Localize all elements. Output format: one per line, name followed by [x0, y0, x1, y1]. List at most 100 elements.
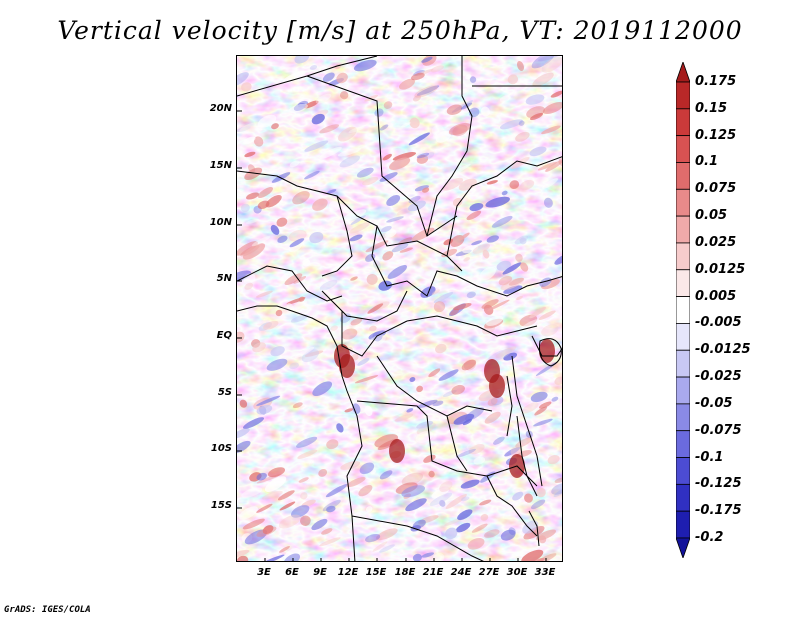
anomaly-patch	[276, 217, 288, 227]
anomaly-patch	[267, 467, 286, 478]
anomaly-patch	[399, 247, 413, 253]
anomaly-patch	[237, 171, 249, 180]
colorbar-bin	[676, 349, 690, 378]
anomaly-patch	[467, 537, 485, 550]
anomaly-patch	[242, 518, 265, 530]
anomaly-patch	[300, 515, 311, 526]
longitude-label: 18E	[394, 567, 416, 578]
anomaly-patch	[340, 91, 349, 100]
colorbar-label: -0.05	[695, 395, 733, 411]
anomaly-patch	[239, 399, 248, 408]
anomaly-patch	[318, 468, 328, 477]
strong-ascent-spot	[489, 374, 505, 398]
anomaly-patch	[502, 262, 522, 275]
anomaly-patch	[349, 222, 371, 234]
anomaly-patch	[370, 469, 377, 475]
colorbar-label: 0.025	[695, 234, 737, 250]
colorbar-bin	[676, 108, 690, 137]
anomaly-patch	[469, 203, 484, 212]
anomaly-patch	[423, 454, 436, 463]
anomaly-patch	[391, 243, 409, 253]
anomaly-patch	[315, 93, 332, 104]
anomaly-patch	[261, 490, 283, 500]
colorbar-label: -0.125	[695, 476, 742, 492]
anomaly-patch	[460, 496, 470, 502]
anomaly-patch	[457, 465, 470, 473]
anomaly-patch	[508, 277, 524, 286]
longitude-label: 9E	[313, 567, 327, 578]
border-line	[306, 75, 458, 237]
anomaly-patch	[348, 126, 365, 133]
anomaly-patch	[547, 455, 560, 465]
latitude-label: 20N	[209, 103, 232, 114]
anomaly-patch	[551, 396, 559, 402]
anomaly-patch	[256, 472, 267, 481]
colorbar-bin	[676, 403, 690, 432]
anomaly-patch	[304, 170, 320, 180]
grads-credit: GrADS: IGES/COLA	[4, 605, 91, 615]
anomaly-patch	[524, 558, 545, 561]
anomaly-patch	[241, 487, 263, 498]
border-line	[426, 56, 473, 237]
anomaly-patch	[416, 385, 423, 393]
colorbar-bin	[676, 269, 690, 297]
anomaly-patch	[439, 481, 453, 493]
anomaly-patch	[485, 196, 510, 208]
latitude-label: 15S	[210, 500, 232, 511]
anomaly-patch	[263, 320, 279, 330]
colorbar-bin	[676, 510, 690, 539]
anomaly-patch	[429, 492, 453, 506]
vertical-velocity-field	[237, 56, 562, 561]
anomaly-patch	[428, 470, 435, 478]
colorbar-bin	[676, 483, 690, 512]
longitude-label: 6E	[285, 567, 299, 578]
anomaly-patch	[244, 529, 268, 545]
anomaly-patch	[488, 348, 513, 362]
anomaly-patch	[312, 198, 328, 211]
field-texture	[237, 56, 562, 561]
anomaly-patch	[529, 306, 546, 319]
anomaly-patch	[379, 124, 389, 131]
anomaly-patch	[521, 549, 544, 561]
anomaly-patch	[366, 506, 373, 513]
anomaly-patch	[519, 237, 527, 245]
anomaly-patch	[433, 128, 451, 138]
colorbar-label: 0.005	[695, 288, 737, 304]
anomaly-patch	[362, 176, 379, 186]
anomaly-patch	[451, 100, 474, 113]
anomaly-patch	[542, 280, 551, 287]
lake-malawi	[528, 510, 540, 547]
anomaly-patch	[326, 505, 336, 513]
anomaly-patch	[468, 443, 485, 455]
anomaly-patch	[237, 428, 250, 439]
anomaly-patch	[453, 303, 472, 311]
anomaly-patch	[365, 533, 381, 543]
anomaly-patch	[515, 131, 530, 142]
anomaly-patch	[288, 103, 308, 113]
anomaly-patch	[433, 301, 446, 313]
anomaly-patch	[237, 440, 251, 454]
anomaly-patch	[499, 95, 511, 102]
colorbar-label: -0.005	[695, 315, 742, 331]
longitude-label: 12E	[337, 567, 359, 578]
anomaly-patch	[401, 122, 411, 128]
anomaly-patch	[450, 308, 459, 316]
anomaly-patch	[521, 402, 539, 414]
anomaly-patch	[266, 358, 288, 371]
longitude-label: 24E	[450, 567, 472, 578]
anomaly-patch	[406, 408, 414, 413]
field-anomalies	[237, 56, 562, 561]
anomaly-patch	[512, 491, 524, 501]
anomaly-patch	[289, 362, 299, 370]
anomaly-patch	[367, 334, 386, 348]
colorbar	[676, 62, 690, 558]
colorbar-bin	[676, 376, 690, 405]
anomaly-patch	[536, 487, 546, 498]
anomaly-patch	[247, 164, 256, 173]
anomaly-patch	[462, 245, 479, 254]
anomaly-patch	[536, 529, 556, 541]
anomaly-patch	[304, 140, 329, 152]
anomaly-patch	[240, 82, 252, 92]
anomaly-patch	[364, 405, 373, 416]
anomaly-patch	[253, 136, 264, 147]
